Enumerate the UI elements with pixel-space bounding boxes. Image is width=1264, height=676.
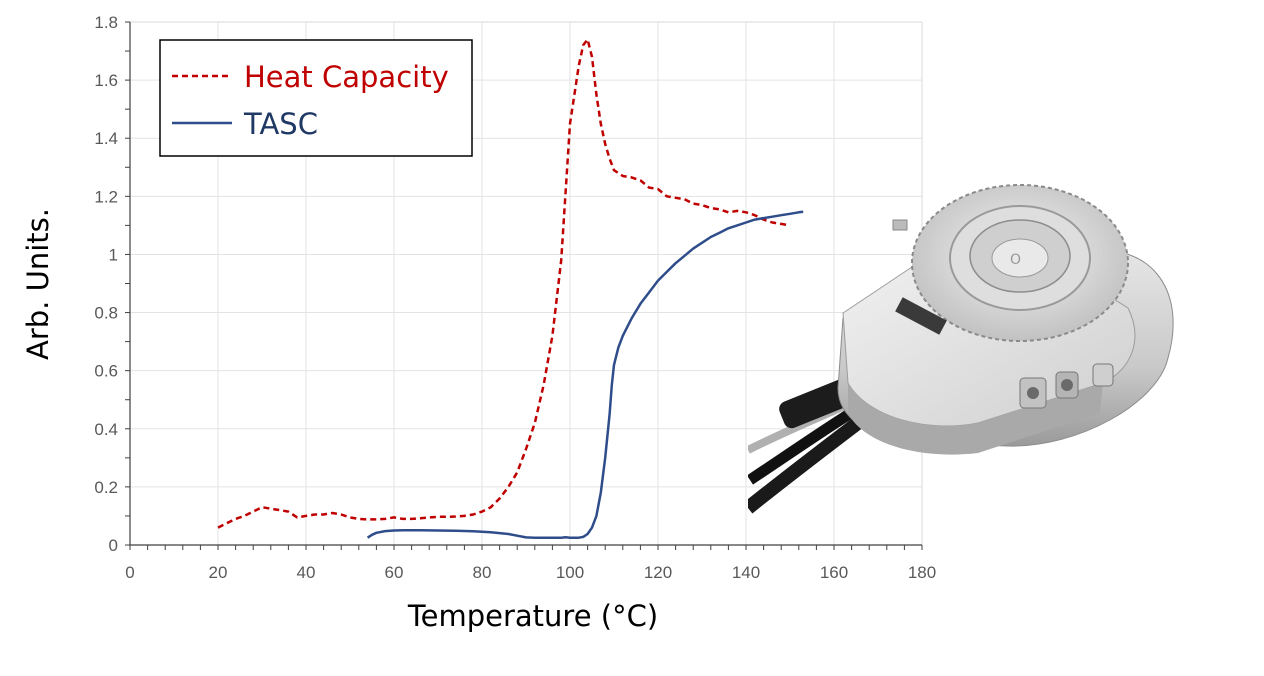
x-tick-label: 80 <box>473 563 492 582</box>
y-tick-label: 1.6 <box>94 71 118 90</box>
x-tick-label: 120 <box>644 563 672 582</box>
legend: Heat Capacity TASC <box>159 39 473 157</box>
y-tick-label: 0.8 <box>94 304 118 323</box>
y-tick-label: 0 <box>109 536 118 555</box>
tick-labels: 0 20 40 60 80 100 120 140 160 180 0 0.2 0.4 0.6 0.8 1 1.… <box>94 13 936 582</box>
y-tick-label: 0.6 <box>94 362 118 381</box>
x-tick-label: 20 <box>209 563 228 582</box>
x-tick-label: 140 <box>732 563 760 582</box>
y-tick-label: 0.2 <box>94 478 118 497</box>
x-tick-label: 100 <box>556 563 584 582</box>
legend-label-heat-capacity: Heat Capacity <box>244 60 449 94</box>
y-tick-label: 1.4 <box>94 129 118 148</box>
series-line-heat-capacity <box>217 38 791 529</box>
x-tick-label: 40 <box>297 563 316 582</box>
x-tick-label: 0 <box>125 563 134 582</box>
series-line-tasc <box>366 210 804 539</box>
y-tick-label: 0.4 <box>94 420 118 439</box>
svg-text:O: O <box>1010 252 1021 268</box>
axes <box>125 21 923 550</box>
grid <box>130 21 923 545</box>
y-tick-label: 1 <box>109 245 118 264</box>
instrument-photo: O <box>748 184 1174 514</box>
x-axis-title: Temperature (°C) <box>407 599 658 633</box>
x-tick-label: 180 <box>908 563 936 582</box>
x-tick-label: 60 <box>385 563 404 582</box>
y-axis-title: Arb. Units. <box>21 208 55 360</box>
y-tick-label: 1.8 <box>94 13 118 32</box>
x-tick-label: 160 <box>820 563 848 582</box>
legend-label-tasc: TASC <box>243 107 318 141</box>
series-layer <box>217 38 804 539</box>
y-tick-label: 1.2 <box>94 187 118 206</box>
legend-box <box>159 39 473 157</box>
